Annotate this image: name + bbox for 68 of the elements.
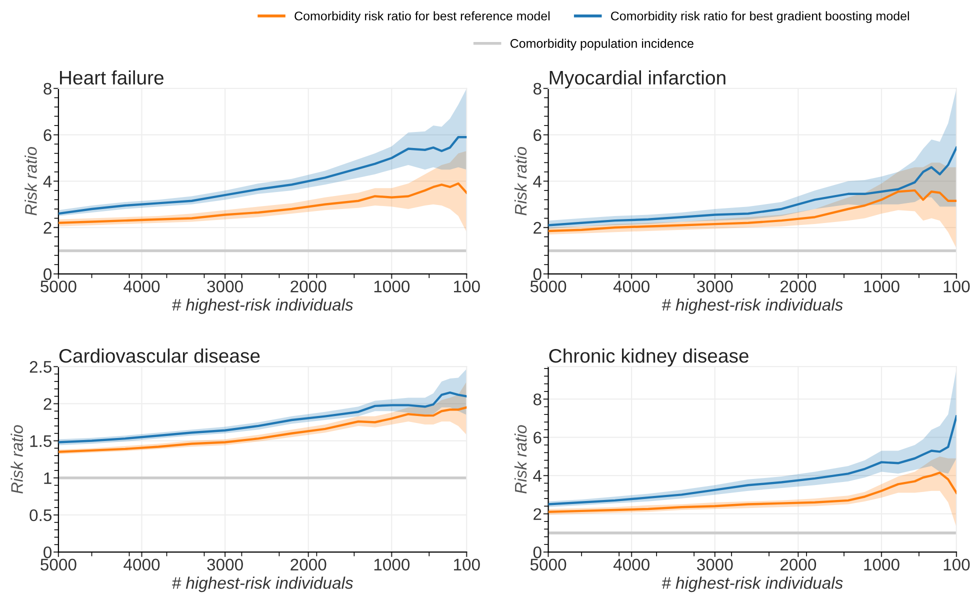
x-tick-label: 1000: [374, 558, 410, 571]
x-tick-label: 5000: [40, 280, 76, 292]
y-tick-label: 2: [44, 222, 52, 234]
y-tick-label: 1.5: [30, 435, 52, 447]
y-tick-label: 4: [43, 176, 52, 188]
y-axis-title: Risk ratio: [24, 146, 37, 216]
y-tick-label: 0: [44, 268, 52, 280]
x-tick-label: 2000: [780, 558, 816, 571]
x-tick-label: 3000: [207, 280, 243, 292]
chart-title: Chronic kidney disease: [549, 348, 748, 367]
chart-title: Myocardial infarction: [550, 70, 726, 88]
x-tick-label: 2000: [290, 280, 326, 292]
x-axis-title: # highest-risk individuals: [172, 576, 353, 592]
y-tick-label: 6: [534, 432, 542, 444]
line-series: [58, 136, 467, 215]
y-tick-label: 0: [44, 546, 52, 558]
chart-title: Cardiovascular disease: [59, 348, 260, 363]
y-tick-label: 6: [534, 129, 542, 142]
x-tick-label: 5000: [530, 558, 566, 571]
x-tick-label: 5000: [40, 558, 76, 571]
x-tick-label: 100: [454, 280, 480, 292]
y-axis-title: Risk ratio: [514, 425, 527, 494]
x-tick-label: 2000: [290, 558, 326, 571]
y-tick-label: 4: [533, 176, 542, 188]
x-tick-label: 3000: [207, 558, 243, 571]
x-tick-label: 4000: [613, 280, 650, 292]
line-series: [548, 415, 956, 506]
x-tick-label: 4000: [613, 558, 650, 571]
line-series: [58, 406, 467, 454]
line-series: [548, 472, 956, 514]
line-series: [548, 189, 956, 232]
y-tick-label: 8: [44, 82, 52, 95]
x-tick-label: 1000: [864, 280, 900, 292]
y-tick-label: 8: [533, 394, 542, 406]
y-tick-label: 2.5: [30, 361, 52, 373]
chart-title: Heart failure: [60, 70, 164, 85]
x-tick-label: 4000: [124, 280, 160, 292]
legend-label: Comorbidity risk ratio for best reference model: [294, 11, 550, 23]
y-tick-label: 6: [44, 129, 52, 142]
line-series: [58, 391, 467, 444]
y-tick-label: 4: [533, 470, 542, 482]
x-tick-label: 1000: [374, 280, 410, 292]
y-axis-title: Risk ratio: [514, 146, 527, 216]
x-tick-label: 3000: [696, 280, 733, 292]
x-tick-label: 5000: [530, 280, 566, 292]
y-tick-label: 0: [533, 546, 542, 558]
x-axis-title: # highest-risk individuals: [662, 576, 843, 592]
x-tick-label: 3000: [696, 558, 733, 571]
y-tick-label: 1: [44, 472, 52, 484]
legend-label: Comorbidity population incidence: [510, 38, 694, 50]
legend-label: Comorbidity risk ratio for best gradient boosting model: [610, 11, 909, 23]
x-axis-title: # highest-risk individuals: [172, 298, 353, 314]
line-series: [58, 182, 467, 224]
x-tick-label: 2000: [780, 280, 816, 292]
line-series: [548, 146, 956, 226]
y-tick-label: 8: [533, 82, 542, 95]
y-tick-label: 2: [44, 398, 52, 410]
x-tick-label: 100: [454, 558, 480, 571]
x-tick-label: 100: [944, 280, 970, 292]
y-tick-label: 2: [534, 508, 542, 520]
y-axis-title: Risk ratio: [10, 425, 23, 494]
x-axis-title: # highest-risk individuals: [662, 298, 843, 314]
y-tick-label: 2: [534, 222, 542, 234]
y-tick-label: 0: [533, 268, 542, 280]
x-tick-label: 1000: [864, 558, 900, 571]
y-tick-label: 0.5: [30, 509, 52, 522]
x-tick-label: 100: [944, 558, 970, 571]
x-tick-label: 4000: [124, 558, 160, 571]
